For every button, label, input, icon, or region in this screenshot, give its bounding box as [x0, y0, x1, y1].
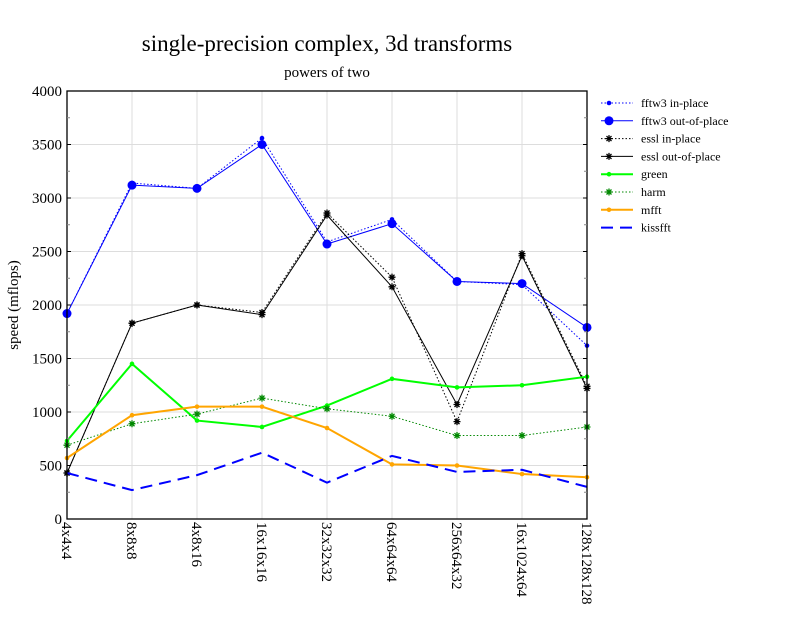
y-tick-label: 2500	[32, 245, 62, 261]
y-tick-label: 2000	[32, 298, 62, 314]
data-point	[453, 401, 461, 409]
chart-title: single-precision complex, 3d transforms	[142, 31, 513, 56]
legend: fftw3 in-place fftw3 out-of-place essl in-…	[601, 96, 728, 235]
legend-label: kissfft	[641, 221, 671, 235]
legend-item: fftw3 in-place	[601, 96, 708, 110]
data-point	[453, 418, 461, 426]
data-point	[193, 301, 201, 309]
data-point	[129, 412, 135, 418]
data-point	[388, 273, 396, 281]
y-tick-label: 1000	[32, 405, 62, 421]
y-tick-label: 500	[40, 459, 63, 475]
data-point	[387, 219, 397, 229]
x-tick-label: 128x128x128	[578, 522, 594, 605]
data-point	[194, 418, 200, 423]
data-point	[258, 311, 266, 319]
data-point	[605, 135, 613, 143]
data-point	[388, 412, 396, 420]
data-point	[606, 207, 612, 213]
y-tick-label: 0	[55, 512, 63, 528]
legend-item: mfft	[601, 203, 662, 217]
data-point	[128, 319, 136, 327]
data-point	[518, 432, 526, 440]
data-point	[388, 283, 396, 291]
y-tick-label: 1500	[32, 352, 62, 368]
data-point	[389, 462, 395, 467]
legend-label: mfft	[641, 203, 662, 217]
data-point	[454, 385, 460, 390]
legend-label: harm	[641, 185, 666, 199]
data-point	[605, 152, 613, 160]
axis-ticks: 0 500 1000 1500 2000 2500 3000 3500 4000 4x4x4 8x8…	[32, 84, 594, 605]
y-tick-label: 3000	[32, 191, 62, 207]
series-line	[66, 451, 588, 492]
data-point	[192, 183, 202, 193]
data-point	[322, 239, 332, 249]
series-fftw3-out-of-place	[62, 140, 592, 332]
legend-item: green	[601, 167, 668, 181]
data-point	[324, 425, 330, 431]
data-point	[519, 471, 525, 477]
legend-label: fftw3 in-place	[641, 96, 708, 110]
x-tick-label: 4x8x16	[188, 522, 204, 568]
legend-item: essl out-of-place	[601, 149, 721, 163]
data-point	[605, 188, 613, 196]
data-point	[454, 463, 460, 468]
y-axis-label: speed (mflops)	[6, 260, 22, 350]
x-tick-label: 16x1024x64	[513, 522, 529, 598]
data-point	[258, 394, 266, 402]
data-point	[452, 276, 462, 286]
data-point	[129, 361, 135, 367]
x-tick-label: 256x64x32	[448, 522, 464, 590]
data-point	[606, 171, 612, 177]
grid	[66, 90, 588, 520]
x-tick-label: 32x32x32	[318, 522, 334, 582]
y-tick-label: 4000	[32, 84, 62, 100]
data-point	[606, 100, 612, 106]
data-point	[517, 279, 527, 289]
series-mfft	[64, 404, 590, 480]
data-point	[259, 135, 265, 141]
chart-subtitle: powers of two	[284, 65, 370, 81]
y-tick-label: 3500	[32, 138, 62, 154]
x-tick-label: 16x16x16	[253, 522, 269, 583]
series-group	[62, 135, 592, 492]
data-point	[194, 404, 200, 409]
data-point	[193, 410, 201, 418]
data-point	[257, 140, 267, 149]
data-point	[323, 405, 331, 413]
series-kissfft	[66, 451, 588, 492]
x-tick-label: 4x4x4	[58, 522, 74, 560]
legend-label: essl out-of-place	[641, 149, 721, 163]
data-point	[259, 424, 265, 430]
data-point	[518, 252, 526, 260]
x-tick-label: 64x64x64	[383, 522, 399, 583]
data-point	[323, 211, 331, 219]
data-point	[519, 382, 525, 388]
data-point	[604, 116, 614, 126]
data-point	[453, 432, 461, 440]
legend-label: green	[641, 167, 668, 181]
data-point	[128, 420, 136, 428]
data-point	[127, 180, 137, 190]
legend-item: essl in-place	[601, 132, 701, 146]
x-tick-label: 8x8x8	[123, 522, 139, 560]
legend-label: fftw3 out-of-place	[641, 114, 728, 128]
data-point	[389, 376, 395, 382]
legend-item: harm	[601, 185, 666, 199]
legend-label: essl in-place	[641, 132, 701, 146]
legend-item: fftw3 out-of-place	[601, 114, 728, 128]
legend-item: kissfft	[601, 221, 671, 235]
data-point	[259, 404, 265, 409]
